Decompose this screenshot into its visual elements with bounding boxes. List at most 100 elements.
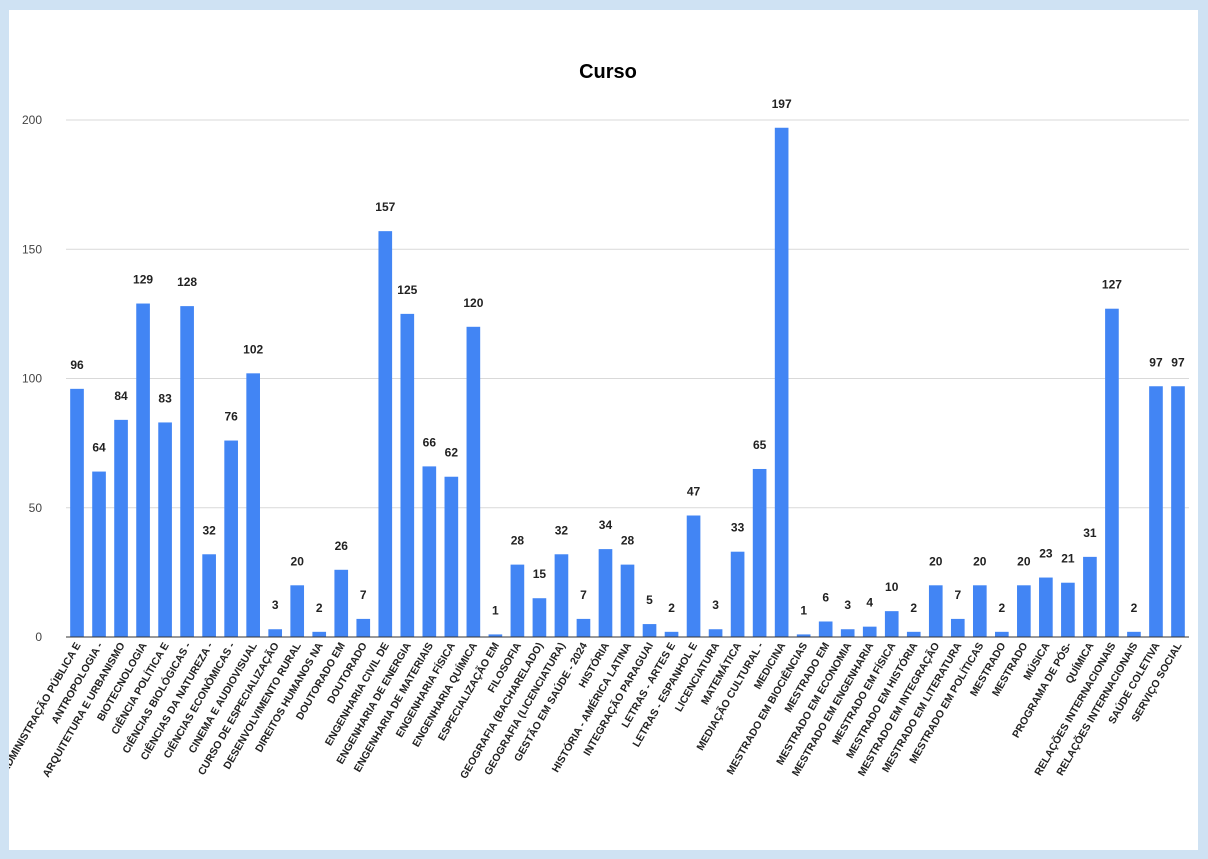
- bar: [752, 468, 767, 637]
- data-label: 2: [910, 601, 917, 615]
- data-label: 127: [1102, 278, 1122, 292]
- data-label: 84: [114, 389, 128, 403]
- x-tick-label: ADMINISTRAÇÃO PÚBLICA E: [9, 640, 84, 775]
- data-label: 125: [397, 283, 417, 297]
- data-label: 2: [668, 601, 675, 615]
- bar: [1083, 556, 1097, 637]
- data-label: 20: [1017, 554, 1031, 568]
- data-label: 4: [866, 596, 873, 610]
- bar: [1105, 308, 1119, 637]
- bar: [884, 611, 899, 637]
- bar: [422, 466, 437, 637]
- data-label: 28: [621, 534, 635, 548]
- bar: [554, 554, 569, 637]
- bar: [708, 629, 723, 637]
- data-label: 64: [92, 441, 106, 455]
- data-label: 129: [133, 273, 153, 287]
- bar: [664, 631, 679, 637]
- bar: [290, 585, 305, 637]
- bar: [378, 231, 393, 637]
- data-label: 23: [1039, 547, 1053, 561]
- bar: [972, 585, 987, 637]
- data-label: 97: [1171, 355, 1185, 369]
- data-labels: 9664841298312832761023202267157125666212…: [70, 97, 1185, 618]
- bar: [598, 549, 613, 637]
- bar: [268, 629, 283, 637]
- y-tick-label: 100: [22, 372, 42, 386]
- bar: [488, 634, 503, 637]
- data-label: 76: [224, 410, 238, 424]
- data-label: 1: [800, 603, 807, 617]
- bar: [180, 306, 194, 637]
- bar: [70, 388, 84, 637]
- y-tick-label: 150: [22, 242, 42, 256]
- y-axis: 0 50 100 150 200: [22, 113, 42, 644]
- bar: [862, 626, 877, 637]
- bar: [312, 631, 327, 637]
- data-label: 1: [492, 603, 499, 617]
- data-label: 97: [1149, 355, 1163, 369]
- bar: [950, 618, 965, 637]
- bar: [686, 515, 701, 637]
- bar: [334, 569, 349, 637]
- bar: [202, 554, 216, 637]
- bar: [906, 631, 921, 637]
- chart-card: Curso 0 50 100 150 200 96 64 84 129 83 128 32 76 102…: [9, 10, 1198, 850]
- data-label: 6: [822, 590, 829, 604]
- data-label: 66: [423, 435, 437, 449]
- bar: [928, 585, 943, 637]
- data-label: 10: [885, 580, 899, 594]
- bar: [730, 551, 745, 637]
- bar: [1127, 631, 1141, 637]
- bar: [224, 440, 238, 637]
- data-label: 20: [291, 554, 305, 568]
- data-label: 96: [70, 358, 84, 372]
- bar: [444, 476, 459, 637]
- bar: [400, 313, 415, 637]
- data-label: 15: [533, 567, 547, 581]
- data-label: 128: [177, 275, 197, 289]
- bar: [356, 618, 371, 637]
- bar: [995, 631, 1009, 637]
- bar: [576, 618, 591, 637]
- data-label: 5: [646, 593, 653, 607]
- data-label: 26: [335, 539, 349, 553]
- bar: [1017, 585, 1031, 637]
- bar: [158, 422, 172, 637]
- data-label: 102: [243, 342, 263, 356]
- bar: [620, 564, 635, 637]
- bar: [840, 629, 855, 637]
- data-label: 3: [272, 598, 279, 612]
- data-label: 197: [772, 97, 792, 111]
- bar: [466, 326, 481, 637]
- bar: [1171, 386, 1185, 637]
- bar: [246, 373, 260, 637]
- data-label: 83: [158, 391, 172, 405]
- bar: [774, 127, 789, 637]
- data-label: 32: [202, 523, 216, 537]
- data-label: 20: [929, 554, 943, 568]
- bar: [796, 634, 811, 637]
- bar: [114, 419, 128, 637]
- bar: [510, 564, 525, 637]
- bar: [642, 624, 657, 637]
- data-label: 2: [998, 601, 1005, 615]
- data-label: 3: [712, 598, 719, 612]
- y-tick-label: 0: [35, 630, 42, 644]
- data-label: 3: [844, 598, 851, 612]
- data-label: 157: [375, 200, 395, 214]
- data-label: 32: [555, 523, 569, 537]
- data-label: 62: [445, 446, 459, 460]
- data-label: 7: [360, 588, 367, 602]
- data-label: 7: [580, 588, 587, 602]
- bars: [70, 127, 1185, 637]
- bar: [1061, 582, 1075, 637]
- data-label: 65: [753, 438, 767, 452]
- bar: [92, 471, 106, 637]
- chart-title: Curso: [579, 61, 637, 83]
- bar: [818, 621, 833, 637]
- data-label: 34: [599, 518, 613, 532]
- bar: [136, 303, 150, 637]
- data-label: 21: [1061, 552, 1075, 566]
